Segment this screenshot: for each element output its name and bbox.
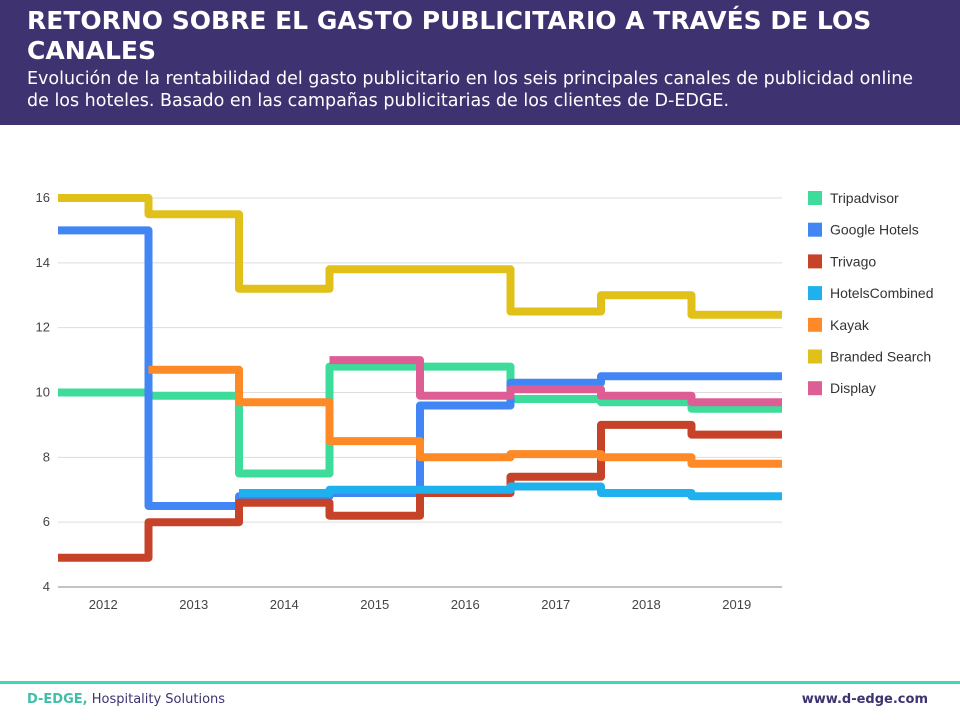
legend-swatch	[808, 349, 822, 364]
axis-labels: 4 6 8 10 12 14 16 2012 2013 2014 2015 2016 2017 2018 2…	[36, 190, 752, 612]
page-title: RETORNO SOBRE EL GASTO PUBLICITARIO A TR…	[27, 6, 872, 65]
legend-label: HotelsCombined	[830, 285, 934, 301]
x-tick-label: 2013	[179, 597, 208, 612]
legend-label: Google Hotels	[830, 222, 919, 238]
x-tick-label: 2014	[270, 597, 299, 612]
legend-swatch	[808, 381, 822, 396]
x-tick-label: 2016	[451, 597, 480, 612]
roas-step-chart: 4 6 8 10 12 14 16 2012 2013 2014 2015 2016 2017 2018 2…	[36, 190, 934, 612]
legend-label: Tripadvisor	[830, 190, 899, 206]
series-line-hotelscombined	[239, 482, 782, 501]
legend-swatch	[808, 286, 822, 301]
page-subtitle: Evolución de la rentabilidad del gasto p…	[27, 69, 914, 111]
footer-divider	[0, 681, 960, 684]
legend-label: Display	[830, 380, 876, 396]
series-line-kayak	[148, 365, 782, 468]
series-line-display	[329, 356, 782, 407]
legend: Tripadvisor Google Hotels Trivago HotelsCom…	[808, 190, 934, 396]
footer-brand: D-EDGE,	[27, 692, 88, 707]
y-tick-label: 14	[36, 255, 50, 270]
legend-label: Kayak	[830, 317, 870, 333]
legend-swatch	[808, 317, 822, 332]
y-tick-label: 16	[36, 190, 50, 205]
footer-tagline: Hospitality Solutions	[87, 692, 226, 707]
legend-label: Trivago	[830, 253, 876, 269]
legend-swatch	[808, 254, 822, 269]
x-tick-label: 2018	[632, 597, 661, 612]
footer-company: D-EDGE, Hospitality Solutions	[27, 692, 225, 707]
legend-swatch	[808, 222, 822, 237]
y-tick-label: 12	[36, 320, 50, 335]
header-banner: RETORNO SOBRE EL GASTO PUBLICITARIO A TR…	[0, 0, 960, 125]
x-tick-label: 2015	[360, 597, 389, 612]
footer-url-link[interactable]: www.d-edge.com	[801, 692, 928, 707]
series-lines	[58, 194, 782, 562]
series-line-branded-search	[58, 194, 782, 319]
x-tick-label: 2017	[541, 597, 570, 612]
y-tick-label: 4	[43, 579, 50, 594]
legend-swatch	[808, 191, 822, 205]
y-tick-label: 8	[43, 449, 50, 464]
y-tick-label: 10	[36, 385, 50, 400]
x-tick-label: 2012	[89, 597, 118, 612]
series-line-trivago	[58, 420, 782, 562]
y-tick-label: 6	[43, 514, 50, 529]
x-tick-label: 2019	[722, 597, 751, 612]
legend-label: Branded Search	[830, 349, 931, 365]
